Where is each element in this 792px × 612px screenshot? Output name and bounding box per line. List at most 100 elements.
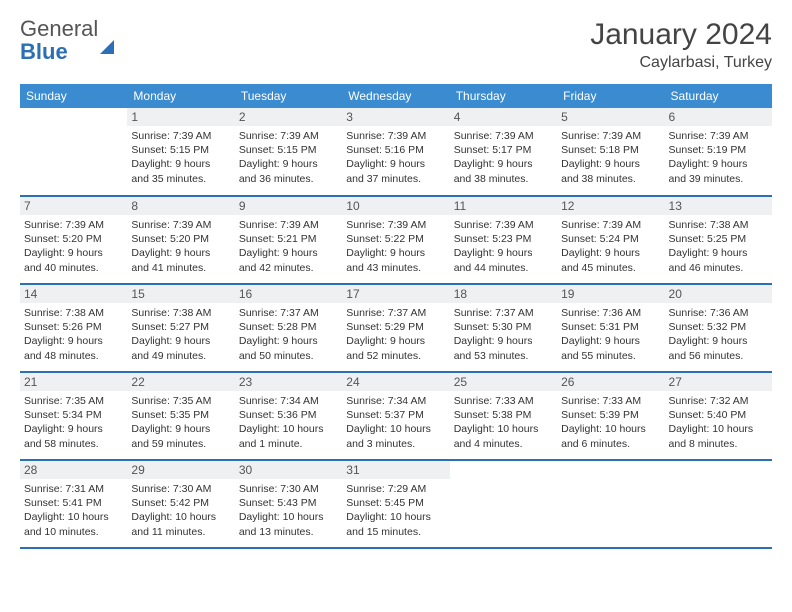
cell-line: Daylight: 9 hours	[669, 157, 768, 171]
cell-line: Daylight: 9 hours	[454, 246, 553, 260]
calendar-header-row: SundayMondayTuesdayWednesdayThursdayFrid…	[20, 84, 772, 108]
cell-line: and 8 minutes.	[669, 437, 768, 451]
cell-line: Sunset: 5:40 PM	[669, 408, 768, 422]
cell-line: Sunrise: 7:39 AM	[346, 129, 445, 143]
cell-line: and 4 minutes.	[454, 437, 553, 451]
day-number: 18	[450, 285, 557, 303]
cell-lines: Sunrise: 7:39 AMSunset: 5:20 PMDaylight:…	[24, 218, 123, 275]
day-header: Sunday	[20, 84, 127, 108]
cell-line: Sunset: 5:19 PM	[669, 143, 768, 157]
calendar-cell: 18Sunrise: 7:37 AMSunset: 5:30 PMDayligh…	[450, 284, 557, 372]
cell-line: Daylight: 9 hours	[454, 157, 553, 171]
cell-line: Sunrise: 7:29 AM	[346, 482, 445, 496]
cell-line: Sunrise: 7:36 AM	[561, 306, 660, 320]
cell-line: Daylight: 9 hours	[24, 334, 123, 348]
logo: General Blue	[20, 18, 114, 64]
calendar-cell: 14Sunrise: 7:38 AMSunset: 5:26 PMDayligh…	[20, 284, 127, 372]
cell-line: Daylight: 9 hours	[239, 246, 338, 260]
cell-line: Daylight: 10 hours	[454, 422, 553, 436]
day-number: 29	[127, 461, 234, 479]
cell-line: Sunset: 5:42 PM	[131, 496, 230, 510]
cell-line: Sunset: 5:28 PM	[239, 320, 338, 334]
cell-line: and 46 minutes.	[669, 261, 768, 275]
cell-line: Sunrise: 7:39 AM	[24, 218, 123, 232]
day-number: 20	[665, 285, 772, 303]
cell-lines: Sunrise: 7:38 AMSunset: 5:25 PMDaylight:…	[669, 218, 768, 275]
day-number: 28	[20, 461, 127, 479]
cell-lines: Sunrise: 7:29 AMSunset: 5:45 PMDaylight:…	[346, 482, 445, 539]
cell-line: Sunset: 5:41 PM	[24, 496, 123, 510]
calendar-cell	[665, 460, 772, 548]
cell-lines: Sunrise: 7:38 AMSunset: 5:26 PMDaylight:…	[24, 306, 123, 363]
cell-line: Sunset: 5:26 PM	[24, 320, 123, 334]
day-number: 1	[127, 108, 234, 126]
cell-line: Daylight: 9 hours	[131, 334, 230, 348]
cell-line: Sunset: 5:20 PM	[131, 232, 230, 246]
calendar-cell: 23Sunrise: 7:34 AMSunset: 5:36 PMDayligh…	[235, 372, 342, 460]
day-number: 11	[450, 197, 557, 215]
cell-line: Sunrise: 7:39 AM	[239, 218, 338, 232]
cell-line: and 37 minutes.	[346, 172, 445, 186]
calendar-cell: 8Sunrise: 7:39 AMSunset: 5:20 PMDaylight…	[127, 196, 234, 284]
calendar-week-row: 28 Sunrise: 7:31 AMSunset: 5:41 PMDayligh…	[20, 460, 772, 548]
calendar-cell: 19Sunrise: 7:36 AMSunset: 5:31 PMDayligh…	[557, 284, 664, 372]
cell-line: Daylight: 9 hours	[346, 157, 445, 171]
calendar-table: SundayMondayTuesdayWednesdayThursdayFrid…	[20, 84, 772, 549]
calendar-cell: 25Sunrise: 7:33 AMSunset: 5:38 PMDayligh…	[450, 372, 557, 460]
calendar-cell	[557, 460, 664, 548]
calendar-cell: 11Sunrise: 7:39 AMSunset: 5:23 PMDayligh…	[450, 196, 557, 284]
cell-line: Sunrise: 7:38 AM	[131, 306, 230, 320]
cell-line: Sunrise: 7:31 AM	[24, 482, 123, 496]
day-number: 30	[235, 461, 342, 479]
day-header: Saturday	[665, 84, 772, 108]
calendar-body: 1 Sunrise: 7:39 AM Sunset: 5:15 PM Daylight…	[20, 108, 772, 548]
cell-line: Daylight: 10 hours	[561, 422, 660, 436]
cell-line: and 1 minute.	[239, 437, 338, 451]
cell-lines: Sunrise: 7:39 AMSunset: 5:18 PMDaylight:…	[561, 129, 660, 186]
cell-lines: Sunrise: 7:34 AMSunset: 5:37 PMDaylight:…	[346, 394, 445, 451]
calendar-week-row: 14Sunrise: 7:38 AMSunset: 5:26 PMDayligh…	[20, 284, 772, 372]
calendar-cell: 10Sunrise: 7:39 AMSunset: 5:22 PMDayligh…	[342, 196, 449, 284]
cell-line: Sunset: 5:39 PM	[561, 408, 660, 422]
cell-line: Sunrise: 7:30 AM	[239, 482, 338, 496]
day-number: 16	[235, 285, 342, 303]
day-header: Thursday	[450, 84, 557, 108]
cell-line: Daylight: 10 hours	[346, 422, 445, 436]
calendar-cell: 6Sunrise: 7:39 AMSunset: 5:19 PMDaylight…	[665, 108, 772, 196]
day-number: 23	[235, 373, 342, 391]
calendar-week-row: 7Sunrise: 7:39 AMSunset: 5:20 PMDaylight…	[20, 196, 772, 284]
cell-line: and 6 minutes.	[561, 437, 660, 451]
cell-lines: Sunrise: 7:30 AMSunset: 5:43 PMDaylight:…	[239, 482, 338, 539]
cell-line: Sunset: 5:25 PM	[669, 232, 768, 246]
cell-line: Daylight: 10 hours	[24, 510, 123, 524]
cell-lines: Sunrise: 7:36 AMSunset: 5:32 PMDaylight:…	[669, 306, 768, 363]
cell-lines: Sunrise: 7:35 AMSunset: 5:34 PMDaylight:…	[24, 394, 123, 451]
calendar-cell: 26Sunrise: 7:33 AMSunset: 5:39 PMDayligh…	[557, 372, 664, 460]
day-number: 13	[665, 197, 772, 215]
cell-line: Sunrise: 7:38 AM	[669, 218, 768, 232]
logo-text-blue: Blue	[20, 39, 68, 64]
calendar-cell: 15Sunrise: 7:38 AMSunset: 5:27 PMDayligh…	[127, 284, 234, 372]
calendar-cell: 1Sunrise: 7:39 AMSunset: 5:15 PMDaylight…	[127, 108, 234, 196]
cell-line: and 48 minutes.	[24, 349, 123, 363]
cell-line: and 38 minutes.	[561, 172, 660, 186]
cell-line: Daylight: 9 hours	[454, 334, 553, 348]
cell-line: and 52 minutes.	[346, 349, 445, 363]
cell-line: Sunrise: 7:34 AM	[239, 394, 338, 408]
cell-line: Sunset: 5:45 PM	[346, 496, 445, 510]
cell-line: Daylight: 9 hours	[669, 246, 768, 260]
calendar-cell: 16 Sunrise: 7:37 AMSunset: 5:28 PMDayligh…	[235, 284, 342, 372]
cell-line: Sunset: 5:35 PM	[131, 408, 230, 422]
day-number: 17	[342, 285, 449, 303]
logo-text-gray: General	[20, 16, 98, 41]
cell-lines: Sunrise: 7:35 AMSunset: 5:35 PMDaylight:…	[131, 394, 230, 451]
cell-line: Sunrise: 7:39 AM	[669, 129, 768, 143]
day-number: 2	[235, 108, 342, 126]
day-number: 19	[557, 285, 664, 303]
day-number: 12	[557, 197, 664, 215]
cell-line: Sunset: 5:15 PM	[239, 143, 338, 157]
cell-line: Daylight: 9 hours	[131, 157, 230, 171]
cell-line: and 11 minutes.	[131, 525, 230, 539]
calendar-cell: 20 Sunrise: 7:36 AMSunset: 5:32 PMDayligh…	[665, 284, 772, 372]
cell-lines: Sunrise: 7:37 AMSunset: 5:28 PMDaylight:…	[239, 306, 338, 363]
